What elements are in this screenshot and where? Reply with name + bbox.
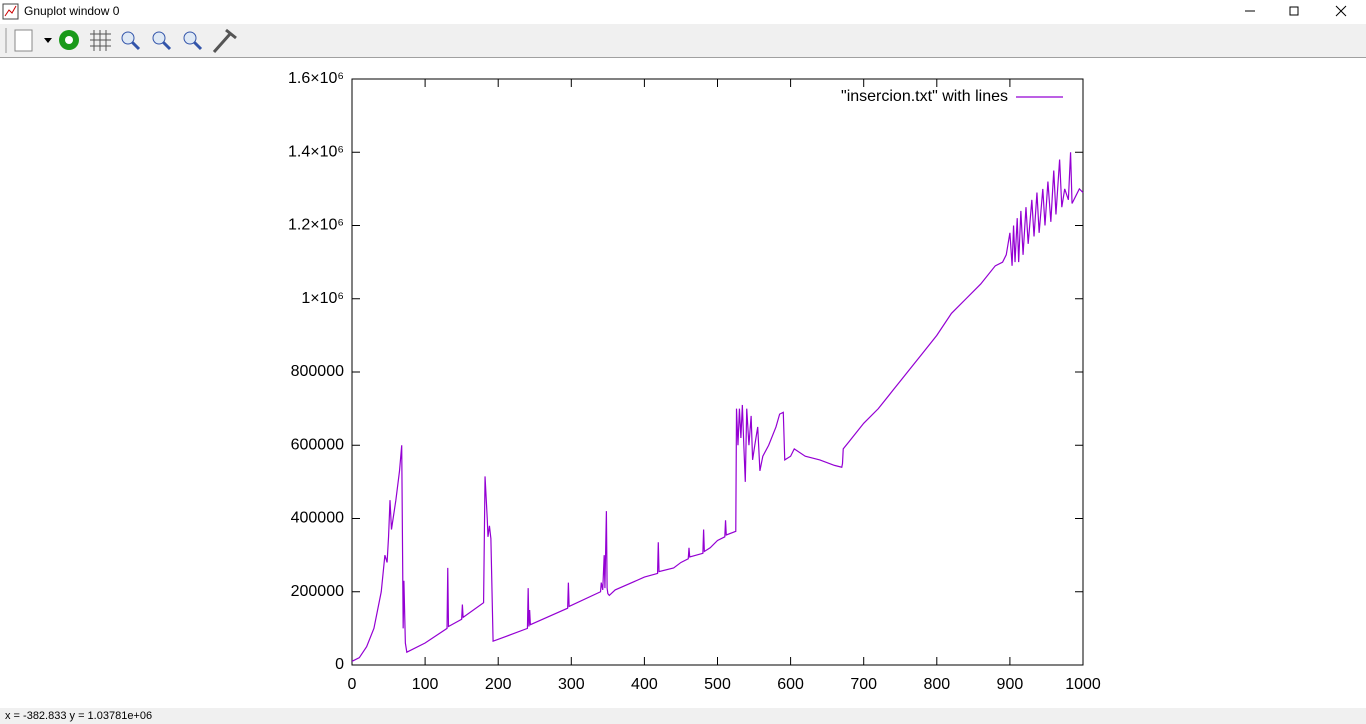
y-tick-label: 200000 (291, 583, 344, 600)
x-tick-label: 400 (631, 676, 658, 693)
grid-button[interactable] (90, 30, 111, 51)
zoom-in-handle (161, 40, 172, 51)
x-tick-label: 0 (348, 676, 357, 693)
x-tick-label: 1000 (1065, 676, 1101, 693)
x-tick-label: 100 (412, 676, 439, 693)
close[interactable] (1335, 5, 1347, 17)
toolbar (0, 24, 1366, 58)
zoom-reset-handle (192, 40, 203, 51)
app-icon-line (4, 5, 17, 17)
y-tick-label: 1×10⁶ (301, 290, 344, 307)
legend-label: "insercion.txt" with lines (841, 88, 1008, 105)
x-tick-label: 300 (558, 676, 585, 693)
y-tick-label: 0 (335, 656, 344, 673)
replot-inner (65, 36, 73, 44)
zoom-out-handle (130, 40, 141, 51)
zoom-buttons (121, 31, 203, 51)
copy-button[interactable] (14, 29, 33, 52)
x-tick-label: 800 (923, 676, 950, 693)
zoom-in[interactable] (152, 31, 166, 45)
x-tick-label: 600 (777, 676, 804, 693)
zoom-out[interactable] (121, 31, 135, 45)
x-tick-label: 500 (704, 676, 731, 693)
restore[interactable] (1289, 6, 1299, 16)
y-tick-label: 1.4×10⁶ (288, 143, 344, 160)
plot-frame (351, 78, 1084, 666)
y-tick-label: 1.6×10⁶ (288, 70, 344, 87)
data-line (351, 152, 1084, 662)
status-text: x = -382.833 y = 1.03781e+06 (5, 710, 153, 722)
y-tick-label: 400000 (291, 510, 344, 527)
zoom-reset[interactable] (183, 31, 197, 45)
chart: 0 200000 400000 600000 800000 1×10⁶ 1.2×10⁶ 1.4… (288, 70, 1101, 693)
x-tick-label: 900 (997, 676, 1024, 693)
options-button[interactable] (212, 28, 237, 53)
title-icons (2, 3, 1347, 20)
toolbar-icons (5, 28, 237, 53)
x-tick-label: 200 (485, 676, 512, 693)
y-tick-label: 600000 (291, 436, 344, 453)
title-bar: Gnuplot window 0 (0, 0, 1366, 24)
window-title: Gnuplot window 0 (24, 4, 120, 18)
status-bar: x = -382.833 y = 1.03781e+06 (0, 708, 1366, 724)
y-tick-label: 800000 (291, 363, 344, 380)
y-tick-label: 1.2×10⁶ (288, 217, 344, 234)
dropdown[interactable] (44, 38, 52, 43)
x-tick-label: 700 (850, 676, 877, 693)
